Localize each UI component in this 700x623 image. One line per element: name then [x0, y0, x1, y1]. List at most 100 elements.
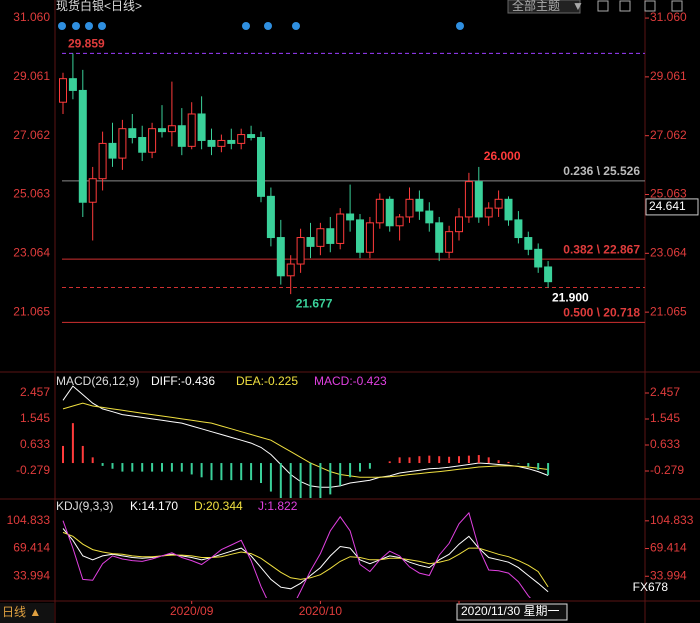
- y-tick-label-right: 0.633: [650, 437, 680, 451]
- y-tick-label: -0.279: [16, 463, 50, 477]
- candle-body: [365, 222, 374, 253]
- price-marker: 24.641: [649, 199, 686, 213]
- y-tick-label-right: 25.063: [650, 187, 687, 201]
- price-marker-box: [645, 198, 699, 216]
- candle-body: [336, 213, 345, 244]
- y-tick-label: 25.063: [13, 187, 50, 201]
- candle-body: [217, 139, 226, 147]
- legend-entry: MACD:-0.423: [314, 374, 387, 388]
- panel: [62, 385, 550, 498]
- y-tick-label-right: 31.060: [650, 10, 687, 24]
- indicator-line: [62, 385, 549, 488]
- y-tick-label-right: 23.064: [650, 245, 687, 259]
- y-tick-label: 31.060: [13, 10, 50, 24]
- candle-body: [524, 237, 533, 250]
- candle-body: [276, 237, 285, 277]
- instrument-title: 现货白银<日线>: [56, 0, 142, 13]
- candle-body: [98, 142, 107, 180]
- candle-body: [514, 219, 523, 239]
- y-tick-label: 1.545: [20, 411, 50, 425]
- panel: [62, 511, 549, 598]
- candle-body: [138, 137, 147, 153]
- candle-body: [148, 128, 157, 153]
- indicator-line: [62, 531, 549, 588]
- theme-button-label[interactable]: 全部主题: [512, 0, 560, 13]
- candle-body: [346, 213, 355, 221]
- candle-body: [88, 178, 97, 203]
- y-tick-label: 21.065: [13, 304, 50, 318]
- candle-body: [158, 128, 166, 133]
- candle-body: [237, 134, 246, 144]
- y-tick-label: 27.062: [13, 128, 50, 142]
- candle-body: [375, 198, 384, 224]
- legend-entry: J:1.822: [258, 499, 298, 513]
- candle-body: [534, 248, 543, 268]
- toolbar-icons[interactable]: [597, 0, 683, 12]
- candle-body: [207, 139, 216, 147]
- x-tick-label: 2020/11/30 星期一: [461, 604, 560, 618]
- point-label: 21.677: [296, 296, 333, 310]
- period-button-label[interactable]: 日线 ▲: [2, 605, 41, 619]
- panel: [59, 52, 645, 323]
- candle-body: [78, 89, 87, 203]
- theme-button[interactable]: [507, 0, 581, 14]
- y-tick-label: 33.994: [13, 568, 50, 582]
- candle-body: [197, 113, 206, 141]
- indicator-line: [62, 528, 549, 593]
- y-tick-label: 104.833: [7, 513, 51, 527]
- level-label: 0.382 \ 22.867: [563, 242, 640, 256]
- candle-body: [445, 231, 454, 253]
- candle-body: [385, 198, 394, 227]
- y-tick-label-right: 29.061: [650, 69, 687, 83]
- candle-body: [474, 181, 483, 218]
- event-markers: [58, 22, 464, 30]
- candle-body: [266, 195, 275, 239]
- candle-body: [247, 134, 256, 139]
- y-tick-label: 0.633: [20, 437, 50, 451]
- candle-body: [167, 125, 176, 133]
- candle-body: [177, 125, 186, 147]
- dropdown-icon[interactable]: ▼: [572, 0, 584, 13]
- period-button[interactable]: [0, 603, 54, 623]
- y-tick-label-right: 2.457: [650, 385, 680, 399]
- y-tick-label-right: 69.414: [650, 541, 687, 555]
- candle-body: [544, 266, 553, 283]
- candle-body: [484, 207, 493, 218]
- candle-body: [415, 198, 424, 212]
- y-tick-label-right: 1.545: [650, 411, 680, 425]
- candle-body: [187, 113, 196, 147]
- legend-entry: D:20.344: [194, 499, 243, 513]
- candle-body: [356, 219, 364, 253]
- legend-entry: DEA:-0.225: [236, 374, 298, 388]
- candle-body: [435, 222, 444, 253]
- indicator-line: [62, 511, 531, 598]
- candle-body: [59, 78, 67, 103]
- x-tick-label: 2020/10: [299, 604, 343, 618]
- legend-entry: K:14.170: [130, 499, 178, 513]
- y-tick-label: 23.064: [13, 245, 50, 259]
- candle-body: [425, 210, 434, 224]
- y-tick-label: 29.061: [13, 69, 50, 83]
- candle-body: [128, 128, 137, 139]
- candle-body: [257, 137, 265, 197]
- level-label: 0.236 \ 25.526: [563, 164, 640, 178]
- y-tick-label-right: 33.994: [650, 568, 687, 582]
- candle-body: [227, 139, 236, 144]
- legend-entry: DIFF:-0.436: [151, 374, 215, 388]
- indicator-title: MACD(26,12,9): [56, 374, 139, 388]
- candle-body: [464, 181, 473, 218]
- candle-body: [296, 237, 305, 265]
- y-tick-label: 69.414: [13, 541, 50, 555]
- candle-body: [455, 216, 463, 233]
- candle-body: [326, 228, 335, 244]
- watermark: FX678: [633, 580, 669, 594]
- candle-body: [504, 198, 513, 221]
- point-label: 26.000: [484, 149, 521, 163]
- level-label: 29.859: [68, 37, 105, 51]
- indicator-title: KDJ(9,3,3): [56, 499, 113, 513]
- candle-body: [68, 78, 77, 91]
- candle-body: [316, 228, 325, 247]
